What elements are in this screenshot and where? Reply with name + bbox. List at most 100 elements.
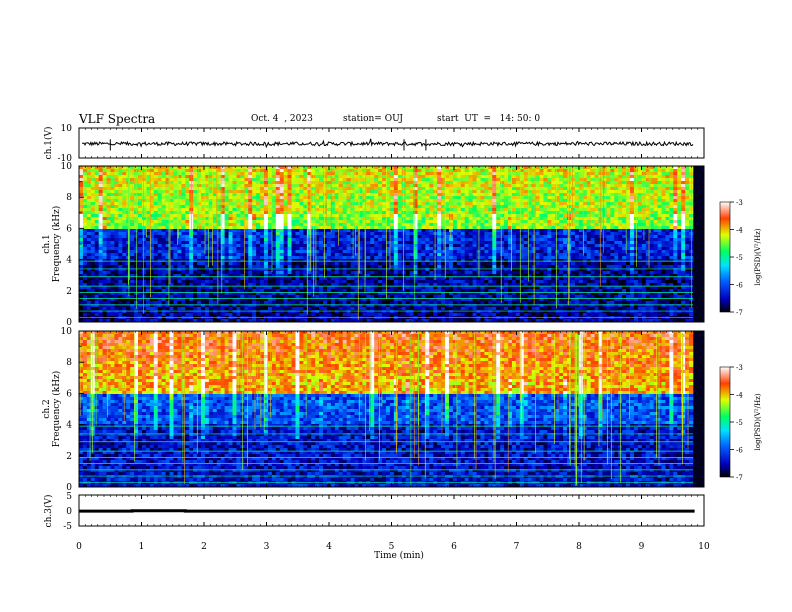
spectrogram-cell bbox=[689, 244, 694, 248]
spectrogram-cell bbox=[421, 187, 426, 191]
spectrogram-cell bbox=[240, 256, 245, 260]
spectrogram-cell bbox=[551, 202, 556, 206]
spectrogram-cell bbox=[633, 232, 639, 236]
spectrogram-cell bbox=[622, 256, 627, 260]
spectrogram-cell bbox=[350, 247, 355, 251]
spectrogram-cell bbox=[653, 229, 658, 233]
spectrogram-cell bbox=[248, 190, 253, 194]
spectrogram-cell bbox=[508, 187, 513, 191]
spectrogram-cell bbox=[382, 166, 387, 170]
spectrogram-cell bbox=[299, 229, 304, 233]
spectrogram-cell bbox=[252, 238, 257, 242]
spectrogram-cell bbox=[240, 214, 245, 218]
spectrogram-cell bbox=[574, 190, 580, 194]
spectrogram-cell bbox=[515, 253, 521, 257]
ch1-ytick-bottom: -10 bbox=[58, 154, 73, 164]
spectrogram-cell bbox=[157, 241, 162, 245]
spectrogram-cell bbox=[267, 196, 273, 200]
spectrogram-cell bbox=[523, 205, 528, 209]
spectrogram-cell bbox=[413, 211, 418, 215]
spectrogram-cell bbox=[559, 196, 564, 200]
spectrogram-cell bbox=[173, 223, 178, 227]
spectrogram-cell bbox=[681, 232, 686, 236]
spectrogram-cell bbox=[374, 235, 379, 239]
spectrogram-cell bbox=[346, 223, 351, 227]
spectrogram-cell bbox=[437, 250, 442, 254]
spectrogram-cell bbox=[519, 193, 525, 197]
spectrogram-cell bbox=[216, 235, 221, 239]
spectrogram-cell bbox=[252, 223, 257, 227]
spectrogram-cell bbox=[370, 217, 375, 221]
spectrogram-cell bbox=[208, 229, 214, 233]
spectrogram-cell bbox=[504, 244, 509, 248]
spectrogram-cell bbox=[122, 205, 127, 209]
spectrogram-cell bbox=[488, 208, 493, 212]
spectrogram-cell bbox=[480, 196, 485, 200]
spectrogram-cell bbox=[197, 229, 202, 233]
spectrogram-cell bbox=[256, 169, 261, 173]
spectrogram-cell bbox=[681, 199, 686, 203]
spectrogram-cell bbox=[511, 217, 517, 221]
spectrogram-cell bbox=[551, 241, 556, 245]
spectrogram-cell bbox=[441, 169, 446, 173]
spectrogram-cell bbox=[547, 214, 552, 218]
spectrogram-cell bbox=[86, 259, 92, 263]
spectrogram-cell bbox=[185, 181, 190, 185]
spectrogram-cell bbox=[476, 202, 481, 206]
spectrogram-cell bbox=[535, 202, 540, 206]
spectrogram-cell bbox=[637, 211, 643, 215]
spectrogram-cell bbox=[98, 199, 103, 203]
spectrogram-cell bbox=[271, 214, 277, 218]
spectrogram-cell bbox=[578, 235, 584, 239]
spectrogram-cell bbox=[689, 187, 694, 191]
spectrogram-cell bbox=[82, 220, 88, 224]
spectrogram-cell bbox=[114, 226, 119, 230]
spectrogram-cell bbox=[677, 172, 682, 176]
spectrogram-cell bbox=[570, 202, 576, 206]
spectrogram-cell bbox=[256, 244, 261, 248]
spectrogram-cell bbox=[456, 196, 462, 200]
spectrogram-cell bbox=[567, 259, 572, 263]
spectrogram-cell bbox=[547, 205, 552, 209]
spectrogram-cell bbox=[201, 220, 206, 224]
spectrogram-cell bbox=[283, 223, 288, 227]
spectrogram-cell bbox=[232, 229, 237, 233]
spectrogram-cell bbox=[224, 247, 229, 251]
spectrogram-cell bbox=[582, 196, 588, 200]
spectrogram-cell bbox=[260, 172, 265, 176]
spectrogram-cell bbox=[307, 235, 312, 239]
spectrogram-cell bbox=[606, 235, 611, 239]
spectrogram-cell bbox=[338, 172, 344, 176]
spectrogram-cell bbox=[185, 178, 190, 182]
spectrogram-cell bbox=[445, 241, 450, 245]
spectrogram-cell bbox=[484, 202, 489, 206]
spectrogram-cell bbox=[425, 217, 430, 221]
spectrogram-cell bbox=[669, 226, 674, 230]
spectrogram-cell bbox=[673, 253, 678, 257]
spectrogram-cell bbox=[193, 226, 198, 230]
spectrogram-cell bbox=[185, 184, 190, 188]
spectrogram-cell bbox=[531, 208, 536, 212]
spectrogram-cell bbox=[437, 184, 442, 188]
spectrogram-cell bbox=[677, 202, 682, 206]
spectrogram-cell bbox=[228, 214, 233, 218]
spectrogram-cell bbox=[484, 256, 489, 260]
spectrogram-cell bbox=[252, 190, 257, 194]
spectrogram-cell bbox=[185, 259, 190, 263]
spectrogram-cell bbox=[586, 184, 591, 188]
spectrogram-cell bbox=[181, 214, 186, 218]
spectrogram-cell bbox=[618, 220, 623, 224]
spectrogram-cell bbox=[405, 250, 410, 254]
spectrogram-cell bbox=[378, 187, 383, 191]
spectrogram-cell bbox=[496, 211, 501, 215]
spectrogram-cell bbox=[303, 187, 308, 191]
spectrogram-cell bbox=[594, 199, 599, 203]
spectrogram-cell bbox=[177, 190, 182, 194]
spectrogram-cell bbox=[185, 199, 190, 203]
spectrogram-cell bbox=[157, 226, 162, 230]
spectrogram-cell bbox=[574, 208, 580, 212]
spectrogram-cell bbox=[157, 196, 162, 200]
spectrogram-cell bbox=[452, 199, 458, 203]
spectrogram-cell bbox=[114, 208, 119, 212]
spectrogram-cell bbox=[208, 214, 214, 218]
